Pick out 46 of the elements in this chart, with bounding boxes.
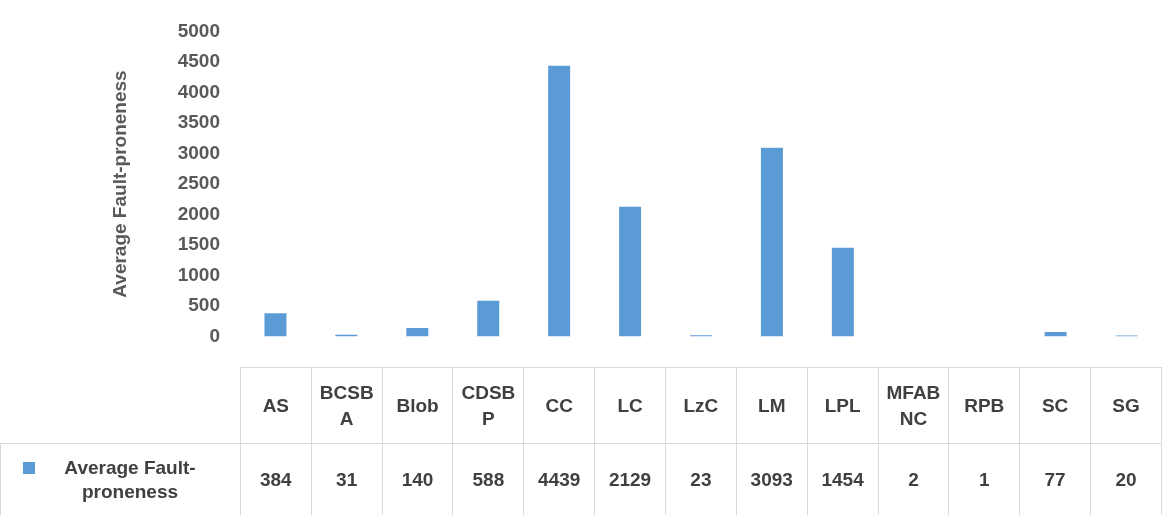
bar xyxy=(760,147,783,337)
data-label: 2129 xyxy=(594,443,666,515)
bar xyxy=(406,328,429,337)
y-tick-label: 4000 xyxy=(177,80,220,102)
bar xyxy=(619,206,642,337)
data-label: 1454 xyxy=(807,443,879,515)
x-tick-label: CC xyxy=(523,367,595,444)
x-tick-label: LPL xyxy=(807,367,879,444)
data-label: 588 xyxy=(452,443,524,515)
data-label: 31 xyxy=(311,443,383,515)
x-tick-label: BCSBA xyxy=(311,367,383,444)
y-tick-label: 5000 xyxy=(177,19,220,41)
y-tick-label: 0 xyxy=(209,324,220,346)
y-tick-label: 1500 xyxy=(177,233,220,255)
y-tick-label: 1000 xyxy=(177,263,220,285)
x-tick-label: Blob xyxy=(382,367,453,444)
data-label: 23 xyxy=(665,443,737,515)
data-label: 4439 xyxy=(523,443,595,515)
data-label: 140 xyxy=(382,443,453,515)
x-tick-label: SG xyxy=(1090,367,1162,444)
y-tick-label: 3000 xyxy=(177,141,220,163)
y-axis-title: Average Fault-proneness xyxy=(108,70,130,298)
x-tick-label: AS xyxy=(240,367,312,444)
x-tick-label: LC xyxy=(594,367,666,444)
y-tick-label: 2500 xyxy=(177,172,220,194)
x-tick-label: MFABNC xyxy=(878,367,949,444)
x-tick-label: SC xyxy=(1019,367,1091,444)
y-tick-label: 2000 xyxy=(177,202,220,224)
y-tick-label: 500 xyxy=(188,294,220,316)
data-label: 1 xyxy=(948,443,1020,515)
x-tick-label: LzC xyxy=(665,367,737,444)
data-label: 384 xyxy=(240,443,312,515)
data-label: 2 xyxy=(878,443,949,515)
x-tick-label: CDSBP xyxy=(452,367,524,444)
bar xyxy=(264,313,287,337)
data-label: 20 xyxy=(1090,443,1162,515)
x-tick-label: RPB xyxy=(948,367,1020,444)
x-tick-label: LM xyxy=(736,367,808,444)
bar xyxy=(477,300,500,337)
data-label: 3093 xyxy=(736,443,808,515)
bar xyxy=(831,247,854,337)
data-label: 77 xyxy=(1019,443,1091,515)
y-tick-label: 3500 xyxy=(177,111,220,133)
bar xyxy=(548,65,571,337)
y-tick-label: 4500 xyxy=(177,50,220,72)
legend-label: Average Fault-proneness xyxy=(63,455,197,504)
